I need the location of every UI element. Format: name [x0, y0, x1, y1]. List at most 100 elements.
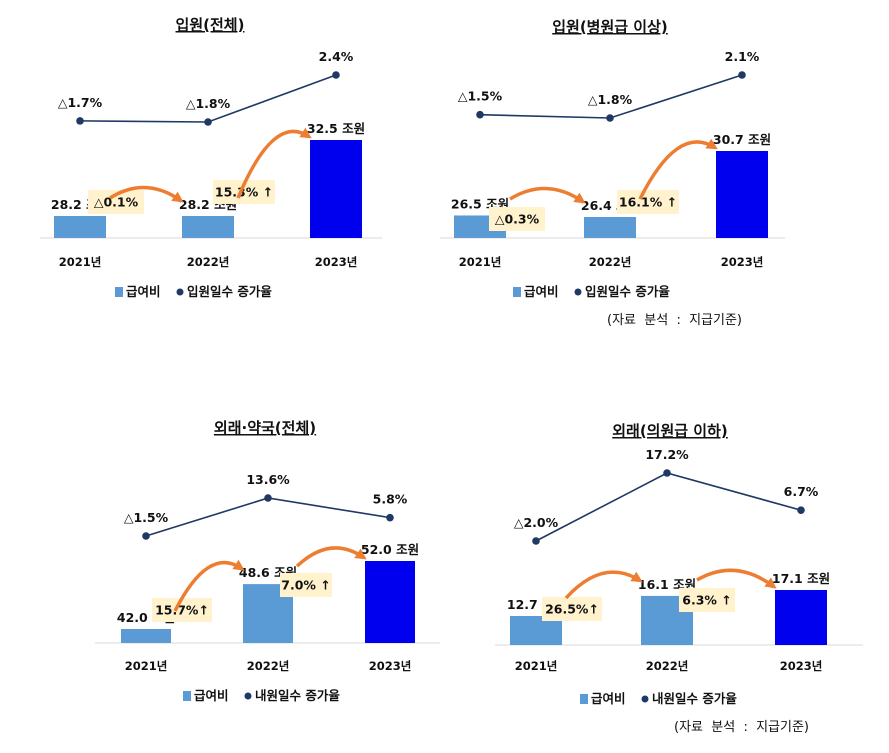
bar-label-2: 30.7 조원: [713, 132, 771, 147]
chart-outpatient-pharmacy: 외래·약국(전체) 42.0 조원 2021년 48.6 조원 2022년 52.0 조원…: [0, 400, 440, 720]
x-tick-1: 2022년: [187, 255, 230, 269]
growth-arrow-0: [109, 185, 184, 203]
legend-bar-swatch: [580, 694, 588, 704]
growth-box-1: [280, 573, 332, 597]
line-point-2: [797, 506, 805, 514]
line-point-1: [264, 494, 272, 502]
line-label-1: △1.8%: [588, 92, 633, 107]
x-tick-2: 2023년: [315, 255, 358, 269]
line-label-0: △1.5%: [124, 510, 169, 525]
x-tick-1: 2022년: [589, 255, 632, 269]
x-tick-0: 2021년: [515, 659, 558, 673]
line-label-2: 2.1%: [725, 49, 760, 64]
x-tick-2: 2023년: [780, 659, 823, 673]
line-point-2: [738, 71, 746, 79]
line-point-0: [142, 532, 150, 540]
legend-line-label: 입원일수 증가율: [585, 284, 670, 299]
growth-arrow-0: [564, 570, 643, 600]
growth-arrow-1: [638, 138, 718, 200]
line-label-2: 6.7%: [784, 484, 819, 499]
legend-bar-label: 급여비: [524, 284, 559, 299]
legend-line-label: 내원일수 증가율: [255, 688, 340, 703]
line-label-1: 13.6%: [246, 472, 290, 487]
line-point-1: [204, 118, 212, 126]
line-point-0: [76, 117, 84, 125]
line-series: [535, 472, 802, 542]
legend-line-swatch: [176, 288, 184, 296]
bar-label-2: 32.5 조원: [307, 121, 365, 136]
growth-label-1: 7.0% ↑: [281, 578, 331, 593]
growth-arrow-0: [173, 559, 245, 612]
line-label-0: △1.5%: [458, 89, 503, 104]
source-note-bottom: (자료 분석 : 지급기준): [674, 720, 809, 735]
line-point-0: [476, 110, 484, 119]
line-series: [145, 497, 391, 537]
growth-label-0: 26.5%↑: [545, 602, 599, 617]
chart-inpatient-hospital: 입원(병원급 이상) 26.5 조원 2021년 26.4 조원 2022년 30.7 조…: [435, 0, 875, 320]
x-tick-0: 2021년: [59, 255, 102, 269]
growth-label-1: 15.3% ↑: [215, 185, 273, 200]
legend-bar-swatch: [183, 691, 191, 701]
legend-bar-label: 급여비: [591, 691, 626, 706]
line-point-0: [532, 537, 540, 545]
source-note-top: (자료 분석 : 지급기준): [607, 313, 742, 328]
growth-box-1: [617, 190, 679, 214]
growth-label-0: △0.3%: [495, 212, 540, 227]
bar-2: [310, 140, 362, 238]
growth-arrow-1: [236, 127, 312, 199]
line-label-1: 17.2%: [645, 447, 689, 462]
bar-1: [584, 217, 636, 238]
line-point-2: [332, 71, 340, 79]
growth-box-1: [679, 588, 735, 612]
growth-box-0: [542, 597, 602, 621]
growth-arrow-1: [295, 546, 367, 568]
x-tick-1: 2022년: [247, 659, 290, 673]
growth-label-0: 15.7%↑: [155, 603, 209, 618]
bar-2: [716, 151, 768, 238]
chart-title: 입원(전체): [176, 16, 245, 34]
x-tick-0: 2021년: [459, 255, 502, 269]
chart-outpatient-clinic: 외래(의원급 이하) 12.7 조원 2021년 16.1 조원 2022년 17.1 조…: [435, 400, 875, 720]
legend-line-swatch: [574, 288, 582, 296]
legend-line-label: 입원일수 증가율: [187, 284, 272, 299]
line-point-1: [606, 114, 614, 122]
legend-bar-swatch: [513, 287, 521, 297]
line-label-2: 5.8%: [373, 492, 408, 507]
chart-title: 외래(의원급 이하): [612, 422, 728, 440]
line-label-0: △1.7%: [58, 95, 103, 110]
line-point-1: [663, 469, 671, 477]
legend-bar-label: 급여비: [194, 688, 229, 703]
growth-label-1: 16.1% ↑: [619, 195, 677, 210]
x-tick-2: 2023년: [721, 255, 764, 269]
legend-bar-swatch: [115, 287, 123, 297]
legend-bar-label: 급여비: [126, 284, 161, 299]
legend-line-label: 내원일수 증가율: [652, 691, 737, 706]
bar-2: [775, 590, 827, 645]
legend-line-swatch: [244, 692, 252, 700]
bar-0: [121, 629, 171, 643]
legend-line-swatch: [641, 695, 649, 703]
growth-box-0: [489, 207, 545, 231]
bar-label-2: 17.1 조원: [772, 571, 830, 586]
line-label-0: △2.0%: [514, 515, 559, 530]
growth-box-0: [152, 598, 212, 622]
chart-title: 외래·약국(전체): [214, 419, 316, 437]
x-tick-1: 2022년: [646, 659, 689, 673]
bar-0: [54, 216, 106, 238]
growth-label-0: △0.1%: [94, 195, 139, 210]
bar-2: [365, 561, 415, 643]
x-tick-0: 2021년: [125, 659, 168, 673]
bar-label-2: 52.0 조원: [361, 542, 419, 557]
chart-title: 입원(병원급 이상): [552, 18, 668, 36]
line-label-1: △1.8%: [186, 96, 231, 111]
bar-1: [182, 216, 234, 238]
line-point-2: [386, 513, 394, 522]
chart-inpatient-total: 입원(전체) 28.2 조원 2021년 28.2 조원 2022년 32.5 조원 202…: [0, 0, 430, 320]
growth-label-1: 6.3% ↑: [682, 593, 732, 608]
growth-arrow-1: [696, 568, 777, 589]
growth-arrow-0: [509, 186, 586, 204]
